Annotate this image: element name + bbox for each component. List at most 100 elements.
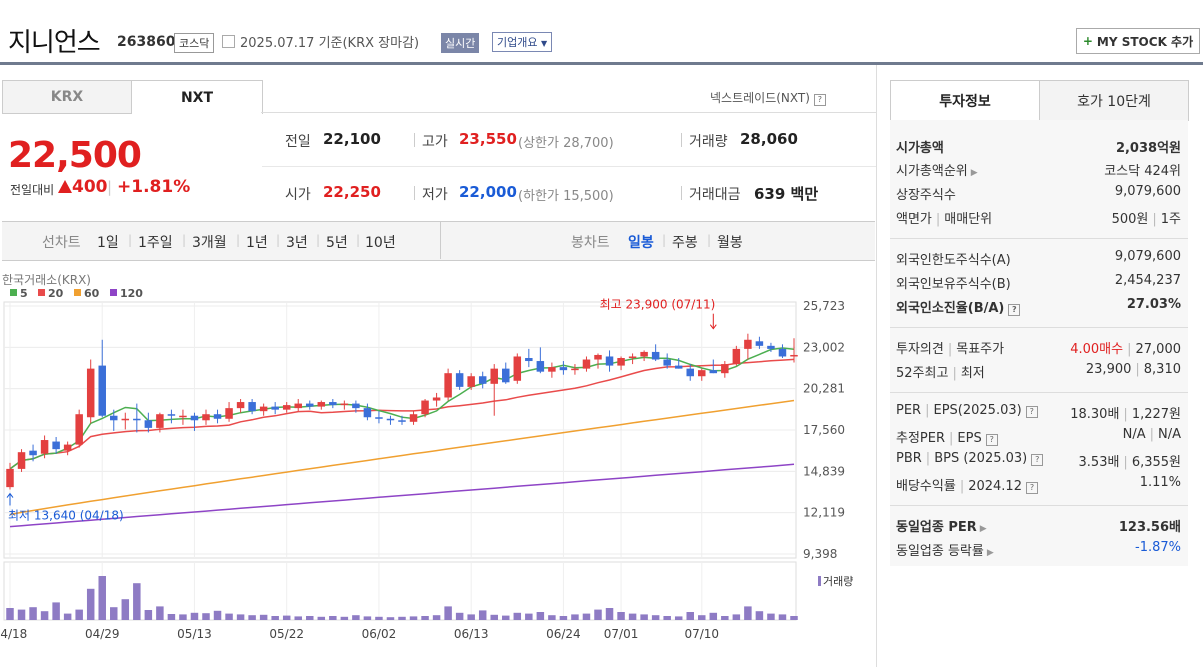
- candle-body: [40, 440, 49, 454]
- ma-legend-swatch: [110, 289, 117, 296]
- volume-label: 거래량: [689, 134, 728, 150]
- info-divider: [890, 327, 1188, 328]
- volume-bar: [594, 609, 602, 620]
- info-value-text: 1.11%: [1139, 475, 1181, 490]
- help-icon[interactable]: ?: [985, 434, 998, 446]
- info-key-text: 시가총액순위: [896, 164, 968, 179]
- candle-body: [190, 415, 199, 421]
- candle-body: [340, 403, 349, 406]
- high-value: 23,550: [459, 130, 517, 148]
- amount-label: 거래대금: [689, 187, 741, 203]
- plus-icon: +: [1082, 34, 1093, 48]
- divider: |: [949, 431, 954, 446]
- candle-body: [674, 365, 683, 369]
- volume-bar: [363, 616, 372, 620]
- volume-bar: [686, 612, 694, 620]
- change-amount-value: 400: [72, 177, 108, 197]
- candle-body: [329, 402, 337, 406]
- price-chart[interactable]: 25,723 23,002 20,281 17,560 14,839 12,119 9,39…: [0, 262, 876, 667]
- volume-bar: [40, 611, 49, 620]
- volume-bar: [617, 612, 625, 620]
- help-icon[interactable]: ?: [813, 94, 826, 106]
- info-value: 23,900 | 8,310: [1086, 362, 1181, 381]
- volume-bar: [467, 614, 475, 620]
- divider: |: [182, 233, 187, 247]
- period-bar-divider: [440, 222, 441, 259]
- info-key-text: 시가총액: [896, 141, 944, 156]
- candle-monthly[interactable]: 월봉: [717, 235, 743, 251]
- candle-daily[interactable]: 일봉: [628, 235, 654, 251]
- tabs-divider: [261, 112, 876, 113]
- volume-bar: [317, 616, 326, 620]
- candle-body: [651, 351, 660, 360]
- tab-hoga-10[interactable]: 호가 10단계: [1039, 80, 1189, 121]
- base-date: 2025.07.17 기준(KRX 장마감): [240, 36, 420, 51]
- info-row: 외국인보유주식수(B) 2,454,237: [896, 273, 1181, 292]
- company-info-dropdown[interactable]: 기업개요 ▼: [492, 32, 553, 52]
- lower-limit: (하한가 15,500): [518, 189, 614, 204]
- info-key-text: 배당수익률: [896, 479, 956, 494]
- stock-code: 263860: [117, 34, 176, 50]
- period-5y[interactable]: 5년: [326, 235, 348, 251]
- y-tick-label: 25,723: [803, 299, 845, 313]
- info-key: PER | EPS(2025.03)?: [896, 403, 1038, 422]
- candle-body: [259, 406, 268, 412]
- help-icon[interactable]: ?: [1008, 304, 1021, 316]
- volume-bar: [17, 609, 26, 620]
- my-stock-add-button[interactable]: + MY STOCK 추가: [1076, 28, 1200, 54]
- candle-weekly[interactable]: 주봉: [672, 235, 698, 251]
- info-value-text: 27.03%: [1126, 297, 1181, 312]
- volume-value: 28,060: [740, 130, 798, 148]
- info-value: -1.87%: [1135, 540, 1181, 559]
- period-1d[interactable]: 1일: [97, 235, 119, 251]
- period-10y[interactable]: 10년: [365, 235, 396, 251]
- divider: |: [707, 233, 712, 247]
- tab-nxt[interactable]: NXT: [131, 80, 263, 114]
- candle-body: [98, 365, 106, 416]
- y-tick-label: 23,002: [803, 340, 845, 354]
- info-value-text-2: 6,355원: [1131, 455, 1181, 470]
- volume-bar: [571, 614, 579, 620]
- candle-body: [455, 373, 464, 387]
- info-value-text-2: 27,000: [1135, 342, 1182, 357]
- info-key[interactable]: 동일업종 PER ▶: [896, 516, 987, 535]
- period-3m[interactable]: 3개월: [192, 235, 227, 251]
- y-tick-label: 12,119: [803, 506, 845, 520]
- divider: |: [1152, 212, 1157, 227]
- divider: |: [1123, 407, 1128, 422]
- help-icon[interactable]: ?: [1031, 454, 1044, 466]
- volume-bar: [294, 616, 302, 620]
- candle-body: [640, 351, 648, 357]
- candle-body: [6, 468, 14, 488]
- info-key: 액면가 | 매매단위: [896, 208, 992, 227]
- period-3y[interactable]: 3년: [286, 235, 308, 251]
- info-key: 추정PER | EPS?: [896, 427, 998, 446]
- volume-bar: [421, 616, 429, 620]
- divider: |: [1127, 342, 1132, 357]
- info-key[interactable]: 시가총액순위 ▶: [896, 160, 978, 179]
- volume-bar: [213, 610, 222, 620]
- realtime-button[interactable]: 실시간: [441, 33, 480, 53]
- period-1y[interactable]: 1년: [246, 235, 268, 251]
- tab-invest-info[interactable]: 투자정보: [890, 80, 1040, 121]
- info-value-text-2: N/A: [1158, 427, 1181, 442]
- help-icon[interactable]: ?: [1025, 482, 1038, 494]
- candle-body: [248, 402, 256, 412]
- info-key-text: 외국인보유주식수(B): [896, 277, 1011, 292]
- volume-bar: [663, 616, 671, 620]
- period-1w[interactable]: 1주일: [138, 235, 173, 251]
- help-icon[interactable]: ?: [1025, 406, 1038, 418]
- volume-bar: [778, 614, 787, 620]
- candle-chart-label: 봉차트: [571, 235, 610, 251]
- info-key-text: 추정PER: [896, 431, 946, 446]
- open-label: 시가: [285, 187, 311, 203]
- info-key[interactable]: 동일업종 등락률 ▶: [896, 540, 994, 559]
- candle-body: [375, 417, 383, 419]
- info-value: 3.53배 | 6,355원: [1079, 451, 1181, 470]
- tab-krx[interactable]: KRX: [2, 80, 132, 114]
- volume-bar: [640, 614, 648, 620]
- info-key-text-2: EPS: [957, 431, 982, 446]
- triangle-up-icon: [58, 180, 72, 193]
- volume-bar: [502, 615, 510, 620]
- nextrade-link[interactable]: 넥스트레이드(NXT)?: [710, 89, 826, 106]
